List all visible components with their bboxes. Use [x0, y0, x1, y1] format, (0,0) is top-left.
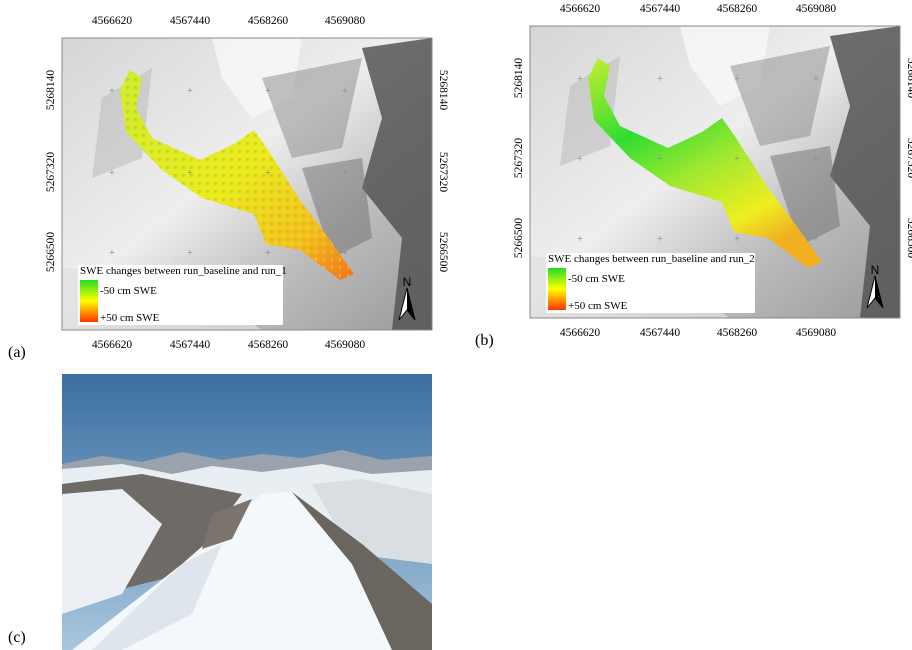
photo	[62, 374, 432, 650]
grid-cross: +	[813, 154, 819, 165]
legend-max: +50 cm SWE	[568, 300, 628, 312]
legend-box	[546, 253, 755, 313]
x-tick-label: 4568260	[717, 327, 758, 339]
legend-ramp	[80, 280, 98, 322]
grid-cross: +	[342, 86, 348, 97]
y-tick-label: 5268140	[905, 58, 912, 99]
grid-cross: +	[265, 248, 271, 259]
grid-cross: +	[813, 234, 819, 245]
x-tick-label: 4567440	[640, 3, 681, 15]
x-tick-label: 4569080	[325, 15, 366, 27]
legend-ramp	[548, 268, 566, 310]
y-tick-label: 5267320	[513, 138, 525, 179]
legend-title: SWE changes between run_baseline and run…	[548, 253, 755, 265]
x-tick-label: 4567440	[640, 327, 681, 339]
grid-cross: +	[734, 154, 740, 165]
grid-cross: +	[187, 248, 193, 259]
x-tick-label: 4568260	[717, 3, 758, 15]
panel-label: (b)	[475, 332, 494, 349]
legend-min: -50 cm SWE	[568, 273, 625, 285]
map-border	[529, 25, 901, 319]
grid-cross: +	[109, 86, 115, 97]
north-label: N	[871, 263, 880, 277]
north-label: N	[403, 275, 412, 289]
y-tick-label: 5267320	[905, 138, 912, 179]
north-arrow	[866, 275, 884, 309]
y-tick-label: 5266500	[45, 232, 57, 273]
y-tick-label: 5268140	[45, 70, 57, 111]
grid-cross: +	[187, 168, 193, 179]
y-tick-label: 5266500	[513, 218, 525, 259]
panel-label: (a)	[8, 344, 26, 361]
grid-cross: +	[657, 74, 663, 85]
grid-cross: +	[657, 154, 663, 165]
x-tick-label: 4566620	[92, 15, 133, 27]
grid-cross: +	[577, 154, 583, 165]
y-tick-label: 5266500	[437, 232, 449, 273]
x-tick-label: 4569080	[325, 339, 366, 351]
x-tick-label: 4566620	[92, 339, 133, 351]
y-tick-label: 5266500	[905, 218, 912, 259]
grid-cross: +	[734, 234, 740, 245]
grid-cross: +	[577, 74, 583, 85]
y-tick-label: 5268140	[437, 70, 449, 111]
map-frame	[62, 38, 432, 330]
legend-min: -50 cm SWE	[100, 285, 157, 297]
grid-cross: +	[109, 168, 115, 179]
grid-cross: +	[657, 234, 663, 245]
grid-cross: +	[109, 248, 115, 259]
map-border	[61, 37, 433, 331]
legend-title: SWE changes between run_baseline and run…	[80, 265, 287, 277]
x-tick-label: 4568260	[248, 15, 289, 27]
y-tick-label: 5267320	[45, 152, 57, 193]
map-frame	[530, 26, 900, 318]
x-tick-label: 4567440	[170, 339, 211, 351]
legend-max: +50 cm SWE	[100, 312, 160, 324]
x-tick-label: 4567440	[170, 15, 211, 27]
legend-box	[78, 265, 283, 325]
map-a	[61, 37, 433, 331]
x-tick-label: 4569080	[796, 3, 837, 15]
grid-cross: +	[734, 74, 740, 85]
grid-cross: +	[342, 248, 348, 259]
grid-cross: +	[187, 86, 193, 97]
map-b	[529, 25, 901, 319]
y-tick-label: 5268140	[513, 58, 525, 99]
grid-cross: +	[577, 234, 583, 245]
x-tick-label: 4568260	[248, 339, 289, 351]
grid-cross: +	[813, 74, 819, 85]
y-tick-label: 5267320	[437, 152, 449, 193]
grid-cross: +	[342, 168, 348, 179]
photo-c	[62, 374, 432, 650]
x-tick-label: 4566620	[560, 3, 601, 15]
north-arrow	[398, 287, 416, 321]
panel-label: (c)	[8, 629, 26, 646]
grid-cross: +	[265, 86, 271, 97]
grid-cross: +	[265, 168, 271, 179]
x-tick-label: 4569080	[796, 327, 837, 339]
x-tick-label: 4566620	[560, 327, 601, 339]
